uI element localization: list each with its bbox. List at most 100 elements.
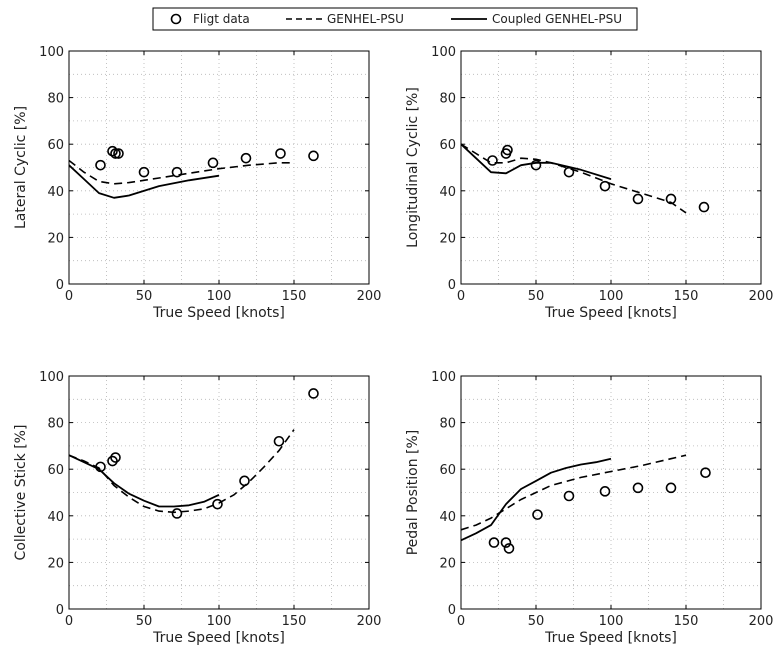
flight-data-point: [275, 148, 286, 159]
flight-data-point: [171, 508, 183, 519]
legend: Fligt data GENHEL-PSU Coupled GENHEL-PSU: [152, 7, 638, 31]
y-tick-label: 20: [47, 556, 64, 571]
x-tick-label: 200: [357, 289, 382, 304]
x-axis-label: True Speed [knots]: [544, 630, 677, 646]
x-tick-label: 100: [599, 614, 624, 629]
flight-data-point: [273, 435, 285, 447]
y-tick-label: 40: [439, 510, 456, 525]
y-tick-label: 20: [47, 231, 64, 246]
y-tick-label: 100: [39, 45, 64, 60]
flight-data-point: [138, 166, 150, 178]
x-tick-label: 200: [357, 614, 382, 629]
y-tick-label: 0: [56, 603, 64, 618]
legend-label-genhel-psu: GENHEL-PSU: [327, 12, 404, 26]
y-tick-label: 60: [47, 463, 64, 478]
flight-data-point: [308, 150, 319, 162]
flight-data-point: [503, 543, 515, 554]
x-tick-label: 150: [282, 614, 307, 629]
x-tick-label: 100: [207, 614, 232, 629]
x-tick-label: 200: [749, 614, 774, 629]
y-tick-label: 40: [47, 510, 64, 525]
flight-data-point: [665, 193, 677, 205]
y-tick-label: 20: [439, 556, 456, 571]
series-line-coupled-genhel-psu: [460, 143, 612, 180]
flight-data-point: [113, 148, 124, 159]
flight-data-point: [110, 148, 121, 159]
flight-data-point: [107, 455, 118, 467]
legend-label-fligt-data: Fligt data: [193, 12, 250, 26]
x-axis-label: True Speed [knots]: [152, 305, 285, 321]
y-axis-label: Collective Stick [%]: [13, 425, 29, 561]
flight-data-point: [665, 482, 677, 494]
series-line-coupled-genhel-psu: [460, 457, 612, 542]
x-tick-label: 0: [457, 289, 465, 304]
flight-data-point: [632, 193, 644, 205]
y-tick-label: 0: [56, 278, 64, 293]
x-tick-label: 50: [528, 289, 545, 304]
y-tick-label: 40: [439, 185, 456, 200]
x-axis-label: True Speed [knots]: [152, 630, 285, 646]
flight-data-point: [110, 452, 121, 463]
y-tick-label: 60: [47, 138, 64, 153]
y-axis-label: Longitudinal Cyclic [%]: [405, 87, 421, 248]
x-tick-label: 150: [674, 614, 699, 629]
y-tick-label: 60: [439, 463, 456, 478]
x-tick-label: 0: [457, 614, 465, 629]
series-line-coupled-genhel-psu: [68, 454, 220, 508]
flight-data-point: [530, 159, 542, 171]
flight-data-point: [502, 144, 513, 156]
x-tick-label: 150: [282, 289, 307, 304]
legend-box: [152, 7, 638, 31]
flight-data-point: [698, 201, 710, 213]
y-tick-label: 100: [431, 45, 456, 60]
x-tick-label: 200: [749, 289, 774, 304]
series-line-genhel-psu: [460, 454, 687, 531]
flight-data-point: [599, 486, 611, 497]
x-tick-label: 50: [528, 614, 545, 629]
flight-data-point: [632, 482, 644, 494]
series-line-coupled-genhel-psu: [68, 164, 220, 199]
y-tick-label: 60: [439, 138, 456, 153]
x-tick-label: 50: [136, 614, 153, 629]
flight-data-point: [207, 157, 219, 169]
flight-data-point: [488, 537, 500, 548]
flight-data-point: [212, 498, 223, 510]
y-tick-label: 100: [431, 370, 456, 385]
flight-data-point: [500, 537, 512, 548]
y-axis-label: Lateral Cyclic [%]: [13, 106, 29, 229]
x-tick-label: 50: [136, 289, 153, 304]
y-axis-label: Pedal Position [%]: [405, 430, 421, 556]
x-tick-label: 100: [207, 289, 232, 304]
x-tick-label: 150: [674, 289, 699, 304]
x-tick-label: 100: [599, 289, 624, 304]
series-line-genhel-psu: [68, 159, 294, 185]
flight-data-point: [171, 166, 183, 178]
flight-data-point: [240, 152, 252, 164]
y-tick-label: 40: [47, 185, 64, 200]
flight-data-point: [95, 159, 106, 171]
y-tick-label: 20: [439, 231, 456, 246]
y-tick-label: 80: [439, 417, 456, 432]
series-line-genhel-psu: [460, 143, 687, 214]
legend-label-coupled-genhel-psu: Coupled GENHEL-PSU: [492, 12, 622, 26]
y-tick-label: 80: [47, 417, 64, 432]
flight-data-point: [563, 490, 575, 502]
flight-data-point: [107, 145, 118, 157]
y-tick-label: 100: [39, 370, 64, 385]
y-tick-label: 80: [47, 92, 64, 107]
flight-data-point: [599, 180, 611, 192]
y-tick-label: 80: [439, 92, 456, 107]
flight-data-point: [532, 509, 543, 520]
x-axis-label: True Speed [knots]: [544, 305, 677, 321]
flight-data-point: [308, 388, 319, 399]
legend-marker-fligt-data: [170, 13, 182, 25]
y-tick-label: 0: [448, 278, 456, 293]
x-tick-label: 0: [65, 289, 73, 304]
x-tick-label: 0: [65, 614, 73, 629]
y-tick-label: 0: [448, 603, 456, 618]
